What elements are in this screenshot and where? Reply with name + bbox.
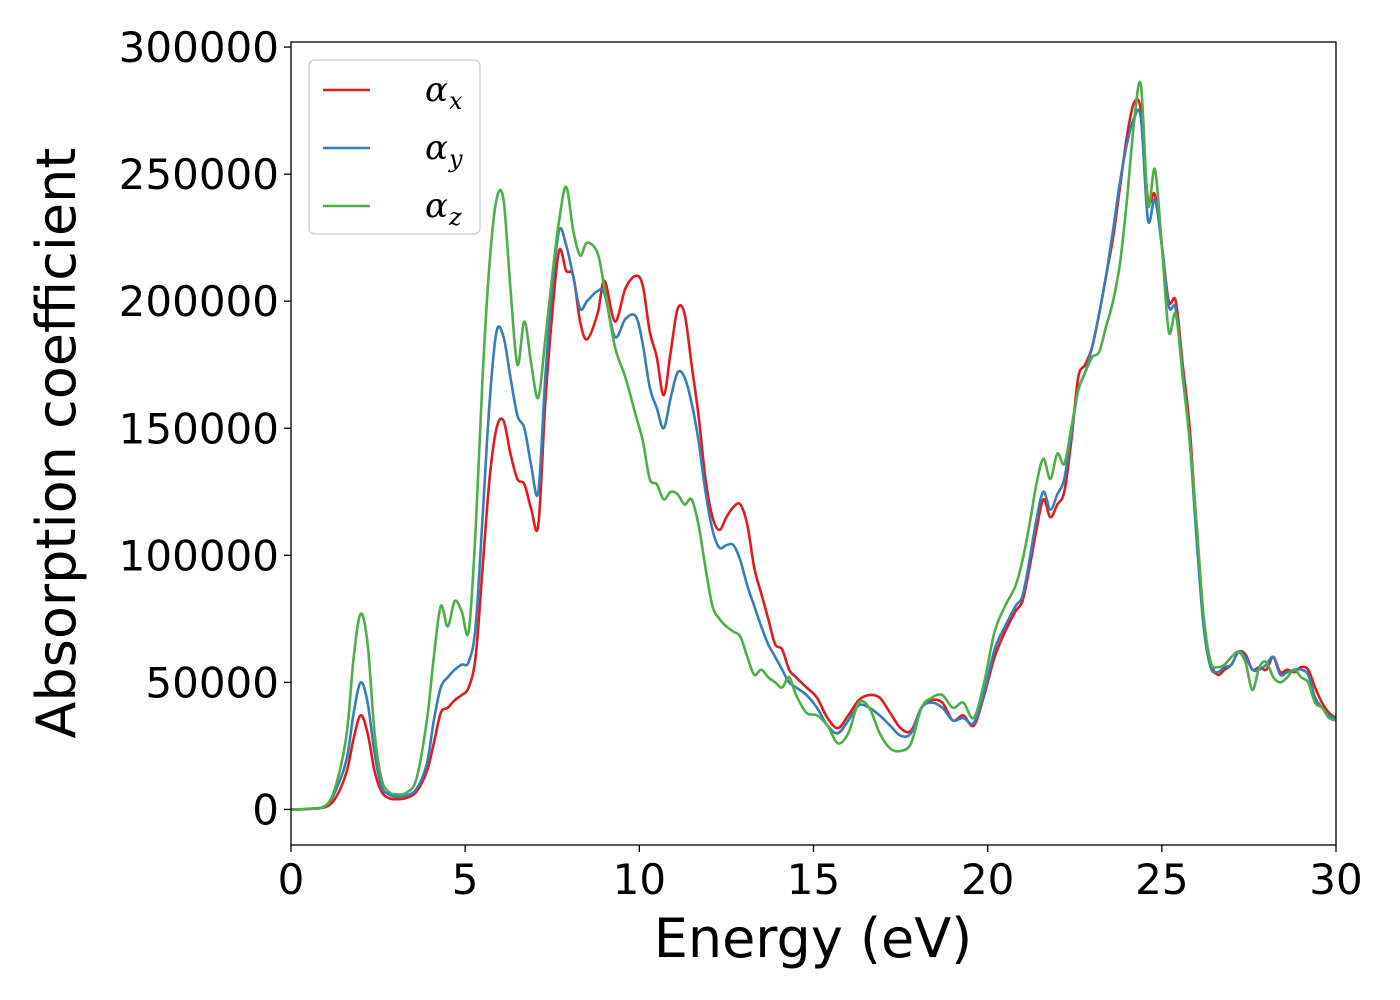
x-tick-label: 5: [452, 855, 479, 904]
legend-label-z: αz: [425, 186, 462, 231]
y-tick-label: 50000: [145, 658, 279, 707]
legend: αx αy αz: [308, 59, 481, 235]
y-axis-title: Absorption coefficient: [25, 148, 88, 739]
x-tick-label: 10: [613, 855, 666, 904]
x-tick-label: 0: [278, 855, 305, 904]
legend-box: [308, 59, 481, 235]
series-line-z: [290, 81, 1337, 811]
legend-label-x: αx: [425, 70, 463, 115]
x-axis-ticks: 0 5 10 15 20 25 30: [278, 845, 1363, 904]
x-axis-title: Energy (eV): [654, 907, 973, 970]
y-tick-label: 150000: [119, 404, 279, 453]
x-tick-label: 25: [1135, 855, 1188, 904]
y-tick-label: 250000: [119, 150, 279, 199]
series-layer: [290, 81, 1337, 811]
y-tick-label: 0: [252, 785, 279, 834]
y-tick-label: 300000: [119, 23, 279, 72]
y-tick-label: 100000: [119, 531, 279, 580]
y-tick-label: 200000: [119, 277, 279, 326]
x-tick-label: 30: [1309, 855, 1362, 904]
legend-label-y: αy: [425, 128, 463, 173]
x-tick-label: 20: [961, 855, 1014, 904]
x-tick-label: 15: [787, 855, 840, 904]
y-axis-ticks: 0 50000 100000 150000 200000 250000 300000: [119, 23, 291, 834]
